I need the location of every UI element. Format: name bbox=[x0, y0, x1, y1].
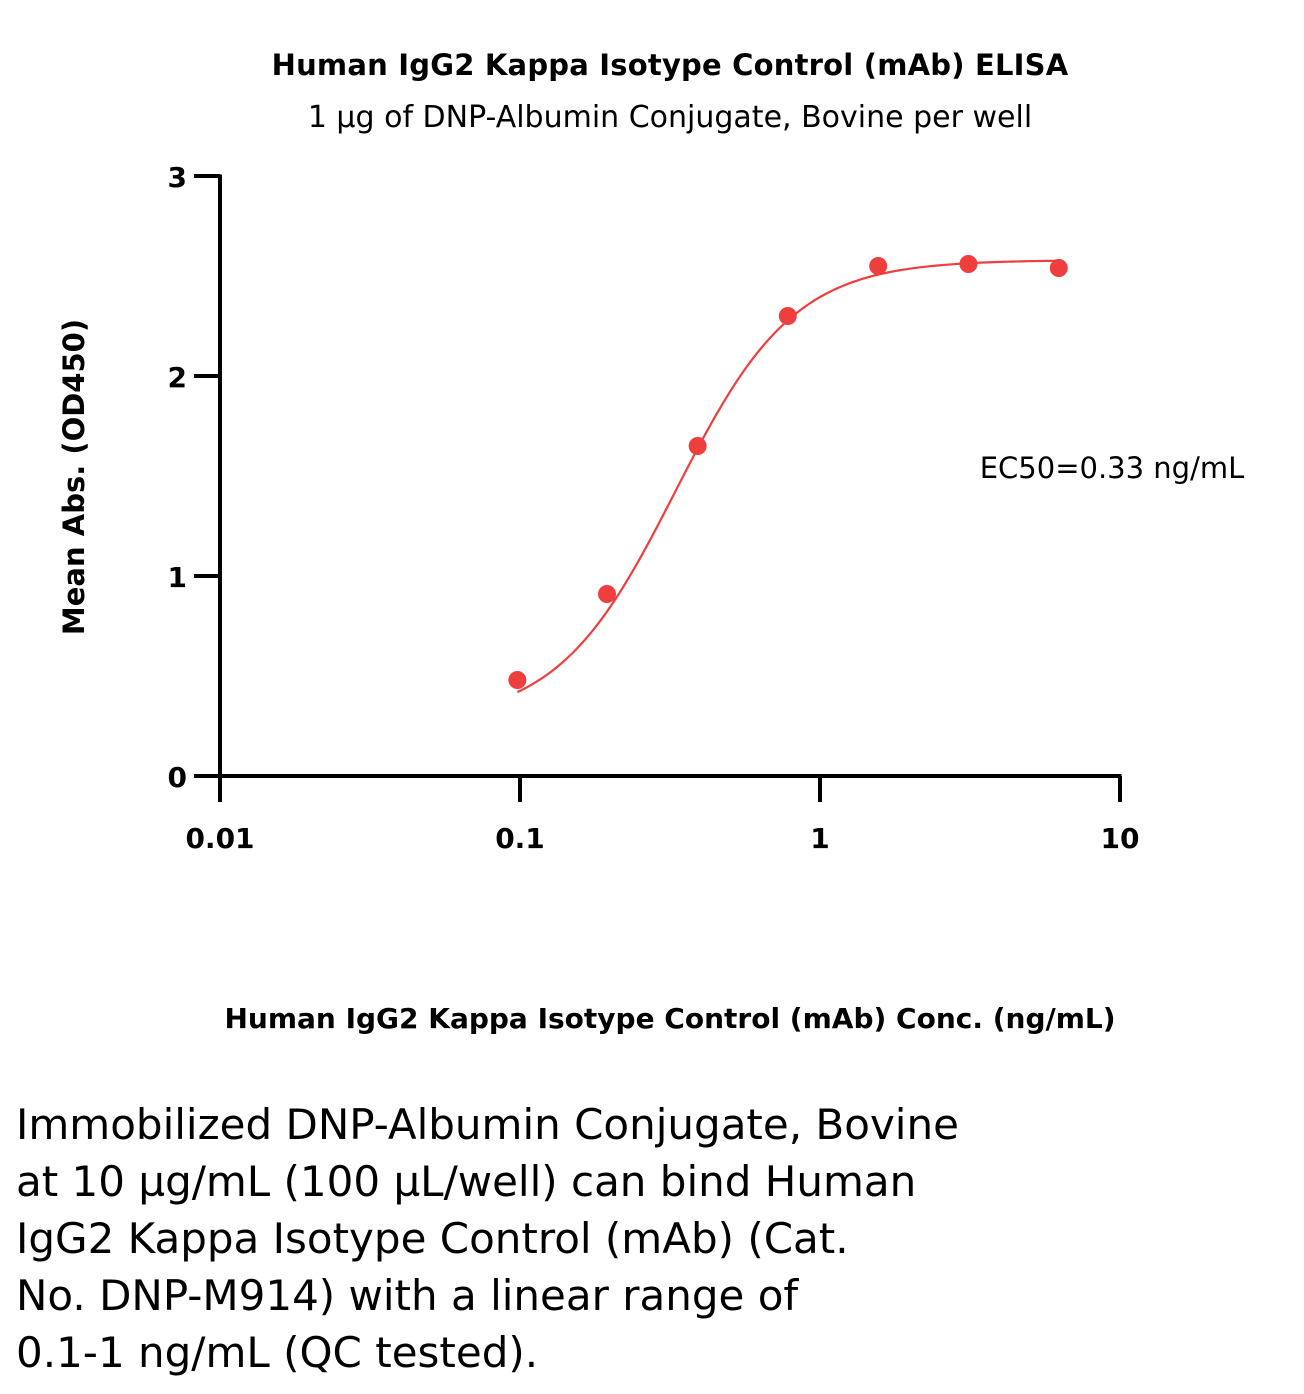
data-point bbox=[598, 585, 617, 603]
data-point bbox=[508, 671, 527, 689]
caption-line: Immobilized DNP-Albumin Conjugate, Bovin… bbox=[16, 1100, 959, 1149]
data-point bbox=[959, 255, 978, 273]
caption-line: No. DNP-M914) with a linear range of bbox=[16, 1271, 799, 1320]
y-tick-label: 0 bbox=[168, 761, 187, 794]
chart-subtitle: 1 µg of DNP-Albumin Conjugate, Bovine pe… bbox=[307, 100, 1033, 135]
tick-labels: 0 1 2 3 0.01 0.1 1 10 bbox=[168, 161, 1140, 855]
ec50-annotation: EC50=0.33 ng/mL bbox=[980, 451, 1245, 485]
caption-line: IgG2 Kappa Isotype Control (mAb) (Cat. bbox=[16, 1214, 849, 1263]
fit-curve bbox=[516, 259, 1059, 694]
y-tick-label: 1 bbox=[168, 561, 187, 594]
x-tick-label: 0.01 bbox=[185, 822, 254, 855]
axes bbox=[194, 174, 1122, 802]
x-axis-label: Human IgG2 Kappa Isotype Control (mAb) C… bbox=[224, 1002, 1116, 1035]
x-tick-label: 10 bbox=[1101, 822, 1140, 855]
caption: Immobilized DNP-Albumin Conjugate, Bovin… bbox=[16, 1096, 1096, 1381]
y-tick-label: 2 bbox=[168, 361, 187, 394]
data-point bbox=[688, 437, 707, 455]
data-point bbox=[778, 307, 797, 325]
chart-title: Human IgG2 Kappa Isotype Control (mAb) E… bbox=[271, 48, 1069, 82]
caption-line: at 10 µg/mL (100 µL/well) can bind Human bbox=[16, 1157, 917, 1206]
caption-line: 0.1-1 ng/mL (QC tested). bbox=[16, 1328, 539, 1377]
y-axis-label: Mean Abs. (OD450) bbox=[57, 319, 91, 635]
data-point bbox=[1049, 259, 1068, 277]
elisa-chart: 0 1 2 3 0.01 0.1 1 10 Mean Abs. (OD450) EC50=0.… bbox=[57, 161, 1245, 855]
data-points bbox=[508, 255, 1068, 689]
data-point bbox=[869, 257, 888, 275]
x-tick-label: 0.1 bbox=[495, 822, 545, 855]
x-tick-label: 1 bbox=[810, 822, 829, 855]
y-tick-label: 3 bbox=[168, 161, 187, 194]
